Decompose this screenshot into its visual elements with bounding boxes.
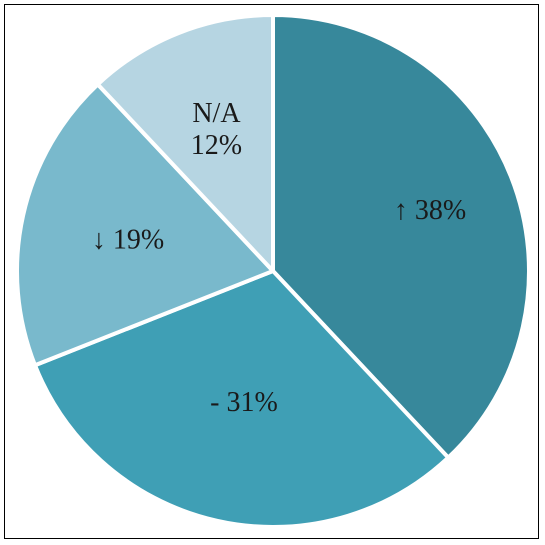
pie-slices [15, 13, 531, 529]
slice-label-1: ↑ 38% [394, 195, 466, 226]
pie-slice-2 [32, 269, 451, 529]
pie-labels: ↑ 38% - 31% ↓ 19% N/A 12% [92, 98, 466, 418]
pie-slice-3 [15, 82, 275, 368]
pie-slice-4 [95, 13, 275, 273]
pie-slice-1 [271, 13, 531, 460]
slice-label-4: N/A 12% [191, 98, 242, 161]
slice-label-2: - 31% [210, 387, 278, 418]
slice-label-3: ↓ 19% [92, 225, 164, 256]
